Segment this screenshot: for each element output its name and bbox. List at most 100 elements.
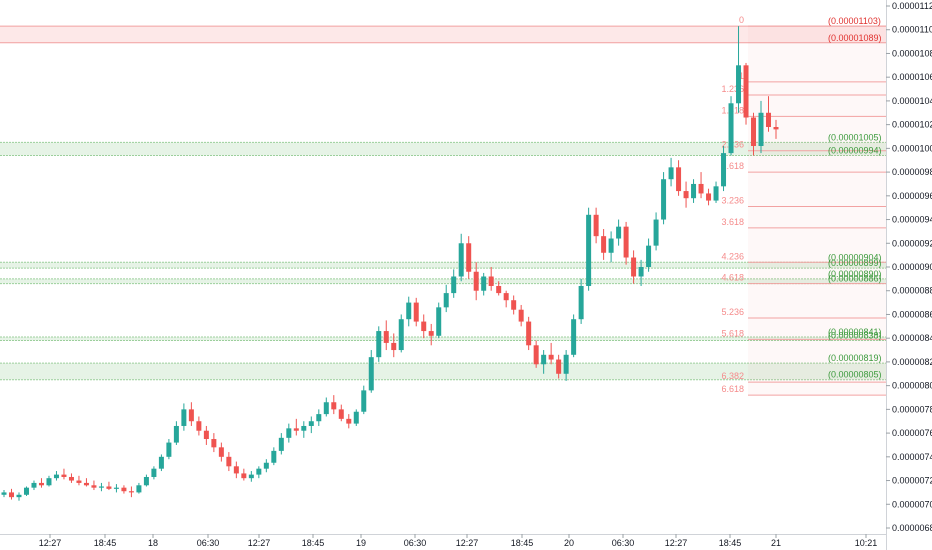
candle-body <box>638 267 644 277</box>
zone-price-label: (0.00001103) <box>828 16 881 26</box>
candle-body <box>68 476 74 481</box>
candle-body <box>676 167 682 192</box>
zone-price-label: (0.00000886) <box>828 274 882 284</box>
zone-price-label: (0.00000805) <box>828 370 882 380</box>
price-tick-label: 0.00000880 <box>892 286 932 296</box>
price-tick-label: 0.00000680 <box>892 523 932 533</box>
candle-body <box>256 468 262 475</box>
candle-body <box>653 219 659 246</box>
zone-price-label: (0.00000838) <box>828 331 882 341</box>
candle-body <box>8 492 14 498</box>
candle-body <box>623 226 629 258</box>
candle-body <box>143 476 149 486</box>
price-tick-label: 0.00000760 <box>892 428 932 438</box>
zone-price-label: (0.00000890) <box>828 269 882 279</box>
candle-body <box>31 482 37 488</box>
candle-body <box>398 319 404 351</box>
candle-body <box>758 112 764 146</box>
candle-body <box>466 243 472 272</box>
candle-body <box>128 491 134 493</box>
candle-body <box>421 321 427 332</box>
candle-body <box>23 487 29 495</box>
zone-price-labels: (0.00001103) (0.00001089) (0.00001005) (0.0… <box>828 16 882 380</box>
fib-area <box>748 26 886 396</box>
candle-body <box>293 428 299 431</box>
candle-body <box>263 462 269 469</box>
candle-body <box>616 226 622 239</box>
fib-level-label: 1 <box>739 71 744 81</box>
price-tick-label: 0.00000900 <box>892 262 932 272</box>
candle-body <box>16 494 22 498</box>
zone-price-label: (0.00000841) <box>828 327 882 337</box>
candle-body <box>481 276 487 291</box>
time-tick-label: 06:30 <box>197 538 220 548</box>
candle-body <box>181 409 187 426</box>
price-tick-label: 0.00000820 <box>892 357 932 367</box>
fib-level-label: 5.618 <box>721 328 744 338</box>
candle-body <box>113 487 119 489</box>
fib-level-label: 3.618 <box>721 217 744 227</box>
candle-body <box>608 238 614 253</box>
candle-body <box>526 321 532 346</box>
time-tick-label: 12:27 <box>456 538 479 548</box>
zone-price-label: (0.00001005) <box>828 132 882 142</box>
price-tick-label: 0.00000920 <box>892 238 932 248</box>
candle-body <box>563 354 569 374</box>
candle-body <box>76 480 82 483</box>
time-tick-label: 18:45 <box>302 538 325 548</box>
time-tick-label: 18:45 <box>719 538 742 548</box>
zone-band <box>0 363 886 380</box>
fib-level-label: 4.236 <box>721 251 744 261</box>
fib-level-label: 4.618 <box>721 273 744 283</box>
time-axis[interactable]: 12:27 18:45 18 06:30 12:27 18:45 19 06:30 12:27 1… <box>0 534 886 548</box>
candle-body <box>158 456 164 469</box>
candle-body <box>661 179 667 220</box>
candle-body <box>751 117 757 146</box>
candle-body <box>488 276 494 286</box>
time-tick-label: 06:30 <box>404 538 427 548</box>
candle-body <box>413 302 419 322</box>
candle-body <box>338 409 344 419</box>
candle-body <box>473 271 479 291</box>
candle-body <box>706 193 712 201</box>
candle-body <box>406 302 412 320</box>
candle-body <box>151 468 157 477</box>
zone-price-label: (0.00000819) <box>828 353 882 363</box>
zone-price-label: (0.00001089) <box>828 33 882 43</box>
price-tick-label: 0.00000940 <box>892 215 932 225</box>
zone-price-label: (0.00000904) <box>828 252 882 262</box>
candle-body <box>368 357 374 391</box>
candle-body <box>736 65 742 104</box>
price-tick-label: 0.00001080 <box>892 48 932 58</box>
candle-body <box>188 409 194 422</box>
candle-body <box>346 418 352 424</box>
price-tick-label: 0.00000860 <box>892 309 932 319</box>
candle-body <box>511 300 517 310</box>
candle-body <box>571 319 577 355</box>
price-tick-label: 0.00000960 <box>892 191 932 201</box>
candle-body <box>533 345 539 365</box>
candle-body <box>646 245 652 267</box>
candle-body <box>241 473 247 479</box>
candle-body <box>601 236 607 253</box>
candle-body <box>98 486 104 488</box>
candle-body <box>593 214 599 237</box>
candle-body <box>743 65 749 118</box>
time-tick-label: 18:45 <box>94 538 117 548</box>
candle-body <box>766 112 772 128</box>
candle-body <box>691 183 697 199</box>
fib-level-label: 0 <box>739 15 744 25</box>
price-tick-label: 0.00000840 <box>892 333 932 343</box>
candle-body <box>436 307 442 336</box>
candle-body <box>331 402 337 410</box>
candle-body <box>38 482 44 486</box>
candle-body <box>586 214 592 286</box>
candle-body <box>503 293 509 301</box>
zone-band <box>0 262 886 269</box>
candle-body <box>121 487 127 492</box>
time-tick-label: 18 <box>148 538 158 548</box>
candle-body <box>773 127 779 130</box>
